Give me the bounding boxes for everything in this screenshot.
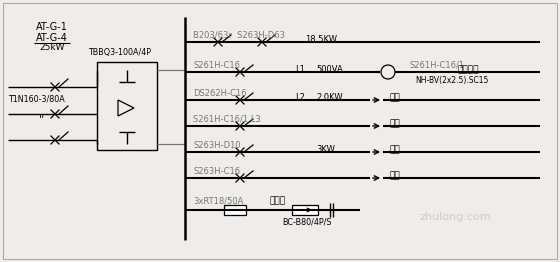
Text: 备用: 备用 [390,119,401,128]
Text: L2: L2 [295,94,305,102]
Text: 3KW: 3KW [316,145,335,155]
Text: L1: L1 [295,66,305,74]
Text: DS262H-C16: DS262H-C16 [193,89,246,97]
Text: NH-BV(2x2.5).SC15: NH-BV(2x2.5).SC15 [415,77,488,85]
Text: 2.0KW: 2.0KW [316,94,343,102]
Text: S263H-C16: S263H-C16 [193,166,240,176]
Text: B203/63r  S263H-D63: B203/63r S263H-D63 [193,30,285,40]
Text: S261H-C16/1: S261H-C16/1 [410,61,465,69]
Text: 25kW: 25kW [39,43,65,52]
Text: zhulong.com: zhulong.com [420,212,492,222]
Text: S261H-C16/1 L3: S261H-C16/1 L3 [193,114,261,123]
Text: 空调: 空调 [390,145,401,155]
Text: 500VA: 500VA [316,66,343,74]
Text: TBBQ3-100A/4P: TBBQ3-100A/4P [88,47,152,57]
Text: 18.5KW: 18.5KW [305,35,337,45]
Bar [224,205,246,215]
Text: AT-G-4: AT-G-4 [36,33,68,43]
Text: S263H-D10: S263H-D10 [193,140,241,150]
Text: 第一级: 第一级 [270,196,286,205]
Text: S261H-C16: S261H-C16 [193,61,240,69]
Text: BC-B80/4P/S: BC-B80/4P/S [282,217,332,227]
Bar [97,62,157,150]
Text: 井道照明: 井道照明 [458,66,479,74]
Text: ": " [39,114,45,124]
Text: 插座: 插座 [390,94,401,102]
Text: 备用: 备用 [390,172,401,181]
Text: 3xRT18/50A: 3xRT18/50A [193,196,244,205]
Text: AT-G-1: AT-G-1 [36,22,68,32]
Text: T1N160-3/80A: T1N160-3/80A [8,95,65,103]
Bar [292,205,318,215]
